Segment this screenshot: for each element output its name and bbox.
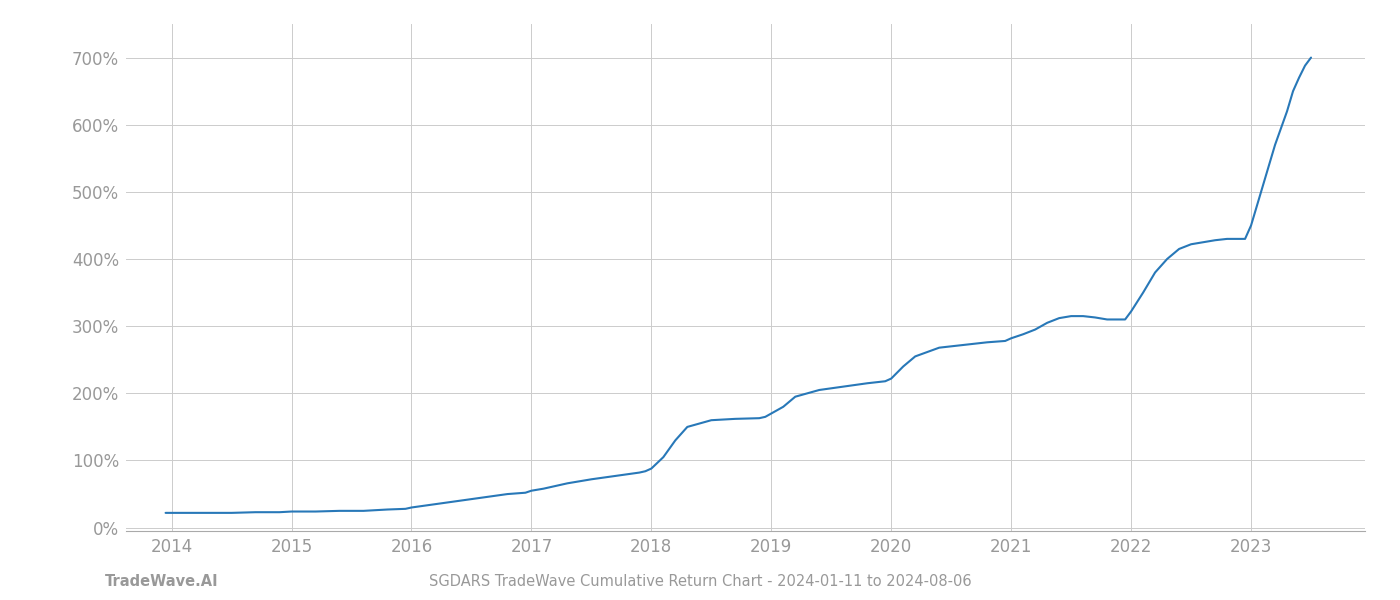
Text: SGDARS TradeWave Cumulative Return Chart - 2024-01-11 to 2024-08-06: SGDARS TradeWave Cumulative Return Chart…: [428, 574, 972, 589]
Text: TradeWave.AI: TradeWave.AI: [105, 574, 218, 589]
